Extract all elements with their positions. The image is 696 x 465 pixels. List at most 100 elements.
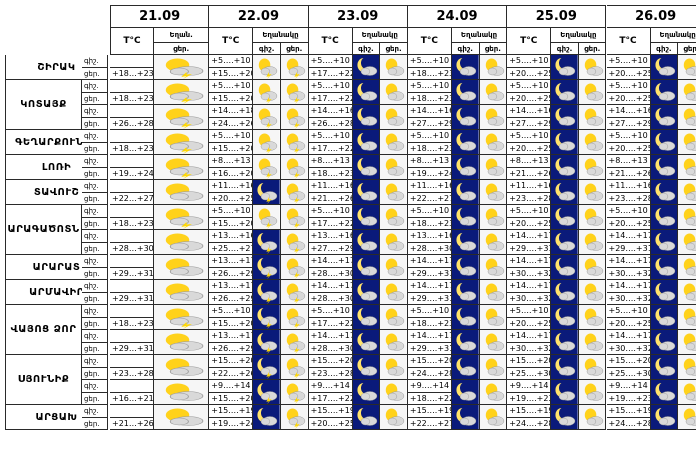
weather-moon-cloud-icon: [551, 105, 579, 130]
temperature-value: +5….+10: [507, 55, 552, 68]
temperature-value: +16…+21: [110, 392, 154, 405]
temperature-value: +5….+10: [407, 55, 452, 68]
weather-moon-thunder-icon: [253, 355, 281, 380]
temperature-value: +15….+19: [209, 405, 254, 418]
temperature-value: +30….+32: [606, 342, 651, 355]
temperature-value: [110, 355, 154, 368]
temperature-value: +14….+16: [308, 105, 353, 118]
temperature-value: +28….+30: [308, 342, 353, 355]
temperature-value: [110, 155, 154, 168]
weather-sun-cloud-icon: [678, 155, 696, 180]
weather-sun-cloud-icon: [380, 105, 408, 130]
temperature-value: [110, 180, 154, 193]
temperature-value: +15….+19: [407, 405, 452, 418]
weather-moon-cloud-icon: [650, 205, 679, 230]
weather-partly-thunder-icon: [280, 105, 309, 130]
time-of-day-label: գիշ.: [82, 105, 108, 118]
time-of-day-label: ցեր.: [82, 242, 108, 255]
weather-partly-thunder-icon: [280, 380, 309, 405]
temperature-value: +14….+16: [407, 105, 452, 118]
temperature-value: +29….+31: [606, 242, 651, 255]
temperature-value: +13….+17: [209, 255, 254, 268]
time-of-day-label: ցեր.: [82, 217, 108, 230]
temperature-value: +17….+22: [308, 92, 353, 105]
region-name-5: ԱՐԱԳԱԾՈՏՆ: [5, 205, 82, 255]
temperature-value: +11….+16: [507, 180, 552, 193]
temperature-value: +20….+25: [507, 92, 552, 105]
temperature-value: +28….+30: [407, 242, 452, 255]
weather-sun-cloud-icon: [479, 205, 508, 230]
temperature-value: +17….+22: [308, 217, 353, 230]
temperature-value: +13….+17: [209, 280, 254, 293]
weather-sun-cloud-icon: [479, 230, 508, 255]
weather-sun-cloud-icon: [678, 280, 696, 305]
weather-partly-thunder-icon: [280, 255, 309, 280]
weather-sun-cloud-icon: [479, 355, 508, 380]
weather-moon-cloud-icon: [551, 155, 579, 180]
temperature-value: +20….+25: [606, 317, 651, 330]
temperature-value: +14….+17: [407, 280, 452, 293]
weather-moon-thunder-icon: [253, 380, 281, 405]
temperature-value: +15….+20: [209, 217, 254, 230]
region-name-9: ՍՅՈՒՆԻՔ: [5, 355, 82, 405]
time-of-day-label: գիշ.: [82, 330, 108, 343]
weather-sun-cloud-icon: [380, 155, 408, 180]
temperature-value: +28….+30: [308, 292, 353, 305]
weather-partly-thunder-icon: [280, 355, 309, 380]
weather-sun-cloud-icon: [479, 80, 508, 105]
time-of-day-label: գիշ.: [82, 55, 108, 68]
night-subheader: գիշ.: [551, 43, 579, 55]
temperature-value: +20….+25: [606, 217, 651, 230]
temperature-value: +21….+26: [308, 192, 353, 205]
time-of-day-label: ցեր.: [82, 292, 108, 305]
weather-sun-cloud-icon: [578, 405, 607, 430]
weather-sun-cloud-icon: [154, 380, 210, 405]
temperature-value: +5….+10: [407, 130, 452, 143]
weather-sun-cloud-icon: [678, 230, 696, 255]
temperature-value: +24….+28: [606, 417, 651, 430]
weather-sun-cloud-icon: [154, 255, 210, 280]
temperature-value: +29…+31: [110, 267, 154, 280]
cloudiness-header: Եղանակը: [451, 28, 508, 43]
temperature-value: +14….+17: [308, 330, 353, 343]
weather-sun-cloud-icon: [678, 255, 696, 280]
temperature-value: +24….+26: [209, 117, 254, 130]
temperature-value: +5….+10: [209, 80, 254, 93]
weather-moon-cloud-icon: [551, 405, 579, 430]
time-of-day-label: գիշ.: [82, 80, 108, 93]
temperature-value: +30….+32: [606, 267, 651, 280]
weather-moon-cloud-icon: [352, 330, 381, 355]
weather-partly-thunder-icon: [253, 155, 281, 180]
temperature-value: +5….+10: [606, 80, 651, 93]
temperature-value: +9….+14: [507, 380, 552, 393]
weather-sun-cloud-icon: [154, 180, 210, 205]
weather-sun-cloud-icon: [578, 155, 607, 180]
temperature-value: +28….+30: [308, 267, 353, 280]
temperature-value: +5….+10: [507, 130, 552, 143]
temperature-value: +27….+29: [606, 117, 651, 130]
weather-moon-thunder-icon: [253, 180, 281, 205]
date-header: 24.09: [407, 5, 508, 28]
date-header: 26.09: [606, 5, 696, 28]
temperature-value: +9….+14: [407, 380, 452, 393]
region-name-1: ԿՈՏԱՅՔ: [5, 80, 82, 130]
temperature-value: +11….+16: [606, 180, 651, 193]
weather-sun-cloud-icon: [578, 80, 607, 105]
temperature-value: +5….+10: [308, 130, 353, 143]
weather-sun-cloud-icon: [479, 280, 508, 305]
weather-moon-cloud-icon: [650, 55, 679, 80]
weather-moon-cloud-icon: [451, 55, 480, 80]
weather-moon-cloud-icon: [650, 255, 679, 280]
temperature-value: +29…+31: [110, 292, 154, 305]
weather-partly-thunder-icon: [154, 305, 210, 330]
temperature-value: +19….+24: [209, 417, 254, 430]
cloudiness-header: Եղանակը: [253, 28, 309, 43]
weather-sun-cloud-icon: [678, 105, 696, 130]
temperature-value: +17….+22: [308, 67, 353, 80]
temperature-value: +20….+25: [606, 67, 651, 80]
weather-moon-cloud-icon: [352, 155, 381, 180]
weather-moon-thunder-icon: [253, 255, 281, 280]
time-of-day-label: ցեր.: [82, 117, 108, 130]
temperature-value: [110, 230, 154, 243]
